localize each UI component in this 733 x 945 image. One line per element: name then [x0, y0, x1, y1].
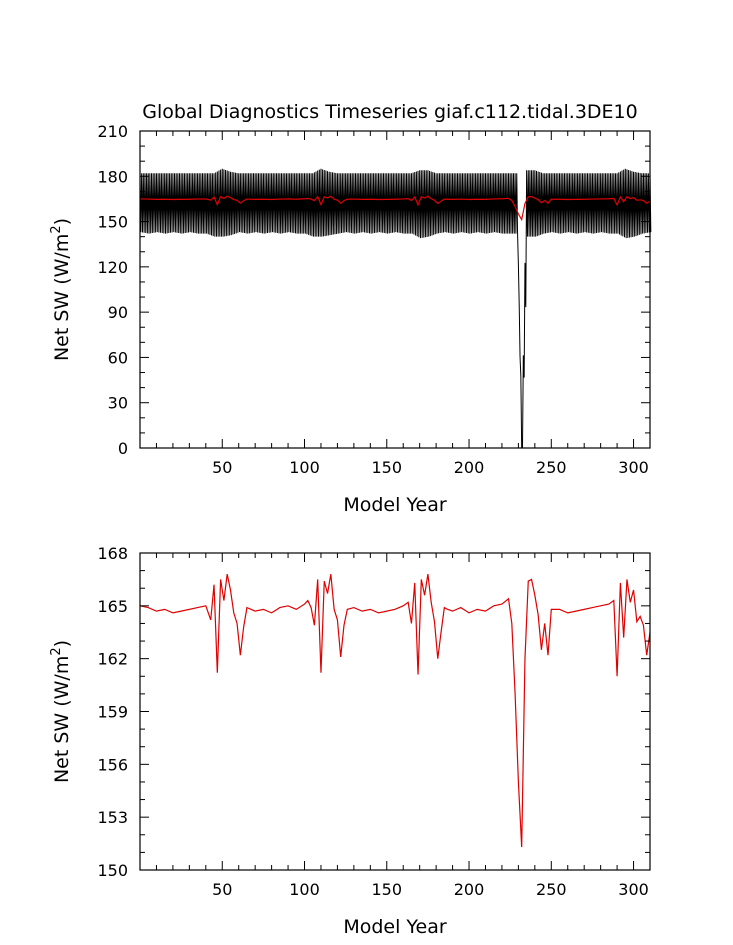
x-tick-label: 100: [289, 458, 320, 477]
plot-frame: [139, 130, 651, 449]
top-panel: 50 100 150 200 250 300 0 30 60 90 120 150 180 210 Mode…: [49, 122, 652, 516]
y-tick-label: 60: [108, 348, 128, 367]
annual-mean-series-line: [139, 195, 651, 222]
plot-frame: [139, 552, 651, 871]
y-tick-label: 30: [108, 394, 128, 413]
y-tick-label: 159: [97, 703, 128, 722]
bottom-panel: 50 100 150 200 250 300 150 153 156 159 162 165 168 Mo…: [49, 544, 651, 938]
x-tick-label: 150: [372, 458, 403, 477]
y-axis-label: Net SW (W/m2): [49, 218, 73, 361]
y-tick-label: 165: [97, 597, 128, 616]
y-tick-label: 156: [97, 755, 128, 774]
annual-mean-series-line: [139, 574, 651, 848]
y-tick-label: 180: [97, 167, 128, 186]
y-tick-label: 162: [97, 650, 128, 669]
x-tick-label: 100: [289, 880, 320, 899]
y-tick-label: 0: [118, 439, 128, 458]
y-tick-label: 150: [97, 861, 128, 880]
x-tick-label: 250: [536, 880, 567, 899]
chart-title: Global Diagnostics Timeseries giaf.c112.…: [142, 101, 637, 123]
y-tick-label: 90: [108, 303, 128, 322]
y-tick-label: 120: [97, 258, 128, 277]
y-tick-label: 153: [97, 808, 128, 827]
x-tick-label: 200: [454, 458, 485, 477]
x-tick-label: 50: [212, 880, 232, 899]
y-tick-label: 150: [97, 213, 128, 232]
x-axis-label: Model Year: [343, 916, 447, 938]
x-tick-label: 50: [212, 458, 232, 477]
x-axis-label: Model Year: [343, 494, 447, 516]
y-axis-label: Net SW (W/m2): [49, 640, 73, 783]
y-tick-label: 168: [97, 544, 128, 563]
y-tick-label: 210: [97, 122, 128, 141]
x-tick-label: 250: [536, 458, 567, 477]
x-tick-label: 200: [454, 880, 485, 899]
x-tick-label: 150: [372, 880, 403, 899]
monthly-series-line: [139, 168, 652, 449]
x-tick-label: 300: [618, 880, 649, 899]
x-tick-label: 300: [618, 458, 649, 477]
